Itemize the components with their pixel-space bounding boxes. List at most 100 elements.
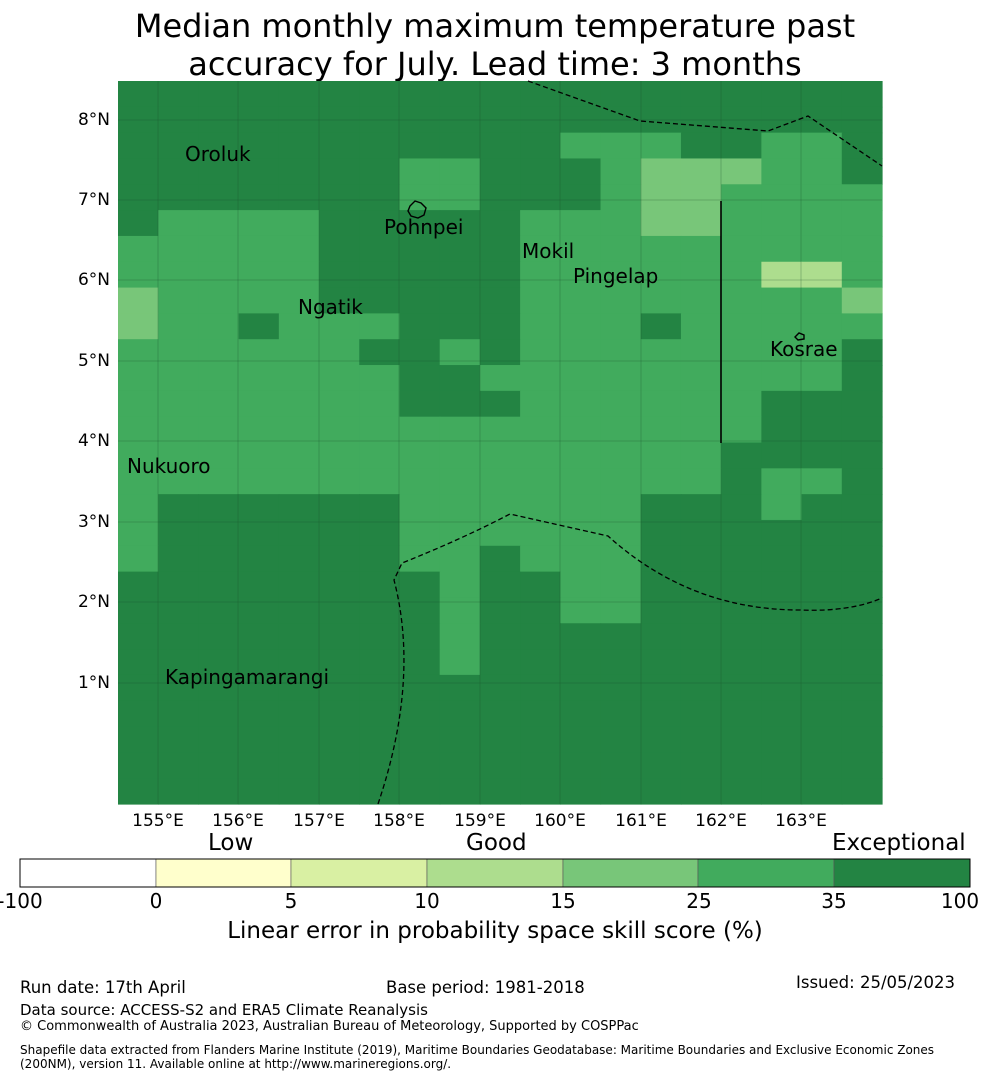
grid-cell (439, 184, 481, 211)
grid-cell (158, 287, 200, 314)
grid-cell (319, 365, 360, 392)
grid-cell (118, 700, 159, 728)
grid-cell (278, 468, 320, 495)
grid-cell (721, 571, 762, 599)
grid-cell (158, 81, 200, 108)
grid-cell (841, 700, 883, 728)
grid-cell (238, 778, 280, 805)
grid-cell (600, 571, 642, 599)
grid-cell (439, 468, 481, 495)
grid-cell (359, 287, 401, 314)
grid-cell (680, 726, 722, 753)
grid-cell (479, 210, 521, 237)
grid-cell (278, 416, 320, 444)
grid-cell (439, 700, 481, 728)
grid-cell (399, 261, 441, 289)
grid-cell (560, 597, 602, 624)
grid-cell (439, 416, 481, 444)
grid-cell (640, 210, 682, 237)
grid-cell (520, 597, 561, 624)
grid-cell (359, 674, 401, 702)
grid-cell (359, 365, 401, 392)
grid-cell (841, 752, 883, 779)
grid-cell (680, 313, 722, 340)
grid-cell (560, 700, 602, 728)
grid-cell (600, 700, 642, 728)
grid-cell (801, 571, 843, 599)
grid-cell (600, 132, 642, 160)
grid-cell (278, 365, 320, 392)
grid-cell (640, 674, 682, 702)
grid-cell (841, 494, 883, 521)
grid-cell (479, 235, 521, 263)
grid-cell (680, 545, 722, 573)
grid-cell (520, 778, 561, 805)
colorbar-tick-label: 25 (686, 889, 712, 913)
run-date: Run date: 17th April (20, 978, 186, 997)
grid-cell (399, 158, 441, 185)
grid-cell (761, 235, 803, 263)
grid-cell (801, 106, 843, 134)
grid-cell (721, 235, 762, 263)
grid-cell (399, 132, 441, 160)
grid-cell (198, 442, 240, 469)
grid-cell (721, 261, 762, 289)
grid-cell (520, 81, 561, 108)
grid-cell (278, 700, 320, 728)
lon-tick-label: 155°E (132, 811, 184, 831)
grid-cell (278, 158, 320, 185)
grid-cell (359, 261, 401, 289)
grid-cell (278, 571, 320, 599)
grid-cell (560, 442, 602, 469)
colorbar-tick-label: 15 (550, 889, 576, 913)
grid-cell (158, 571, 200, 599)
grid-cell (158, 261, 200, 289)
grid-cell (359, 390, 401, 418)
grid-cell (600, 313, 642, 340)
grid-cell (721, 132, 762, 160)
grid-cell (118, 158, 159, 185)
grid-cell (640, 649, 682, 676)
grid-cell (680, 158, 722, 185)
grid-cell (761, 597, 803, 624)
grid-cell (680, 235, 722, 263)
grid-cell (439, 313, 481, 340)
grid-cell (118, 752, 159, 779)
grid-cell (600, 494, 642, 521)
grid-cell (761, 339, 803, 366)
grid-cell (801, 235, 843, 263)
grid-cell (399, 339, 441, 366)
grid-cell (439, 339, 481, 366)
grid-cell (118, 235, 159, 263)
grid-cell (359, 519, 401, 547)
grid-cell (520, 674, 561, 702)
grid-cell (761, 494, 803, 521)
grid-cell (238, 261, 280, 289)
grid-cell (479, 81, 521, 108)
colorbar-tick-label: 0 (149, 889, 163, 913)
lon-tick-label: 163°E (775, 811, 827, 831)
grid-cell (801, 494, 843, 521)
grid-cell (801, 674, 843, 702)
grid-cell (761, 623, 803, 650)
grid-cell (198, 416, 240, 444)
colorbar-segment (697, 858, 835, 888)
grid-cell (721, 365, 762, 392)
grid-cell (238, 442, 280, 469)
colorbar-frame (19, 858, 971, 888)
grid-cell (359, 339, 401, 366)
colorbar-segments (19, 858, 971, 888)
grid-cell (560, 571, 602, 599)
grid-cell (680, 623, 722, 650)
colorbar-segment (562, 858, 699, 888)
grid-cell (600, 81, 642, 108)
grid-cell (359, 81, 401, 108)
grid-cell (721, 752, 762, 779)
grid-cell (158, 442, 200, 469)
grid-cell (841, 778, 883, 805)
grid-cell (439, 81, 481, 108)
grid-cell (761, 674, 803, 702)
eez-boundary-south (377, 513, 883, 805)
grid-cell (841, 674, 883, 702)
grid-cell (841, 571, 883, 599)
